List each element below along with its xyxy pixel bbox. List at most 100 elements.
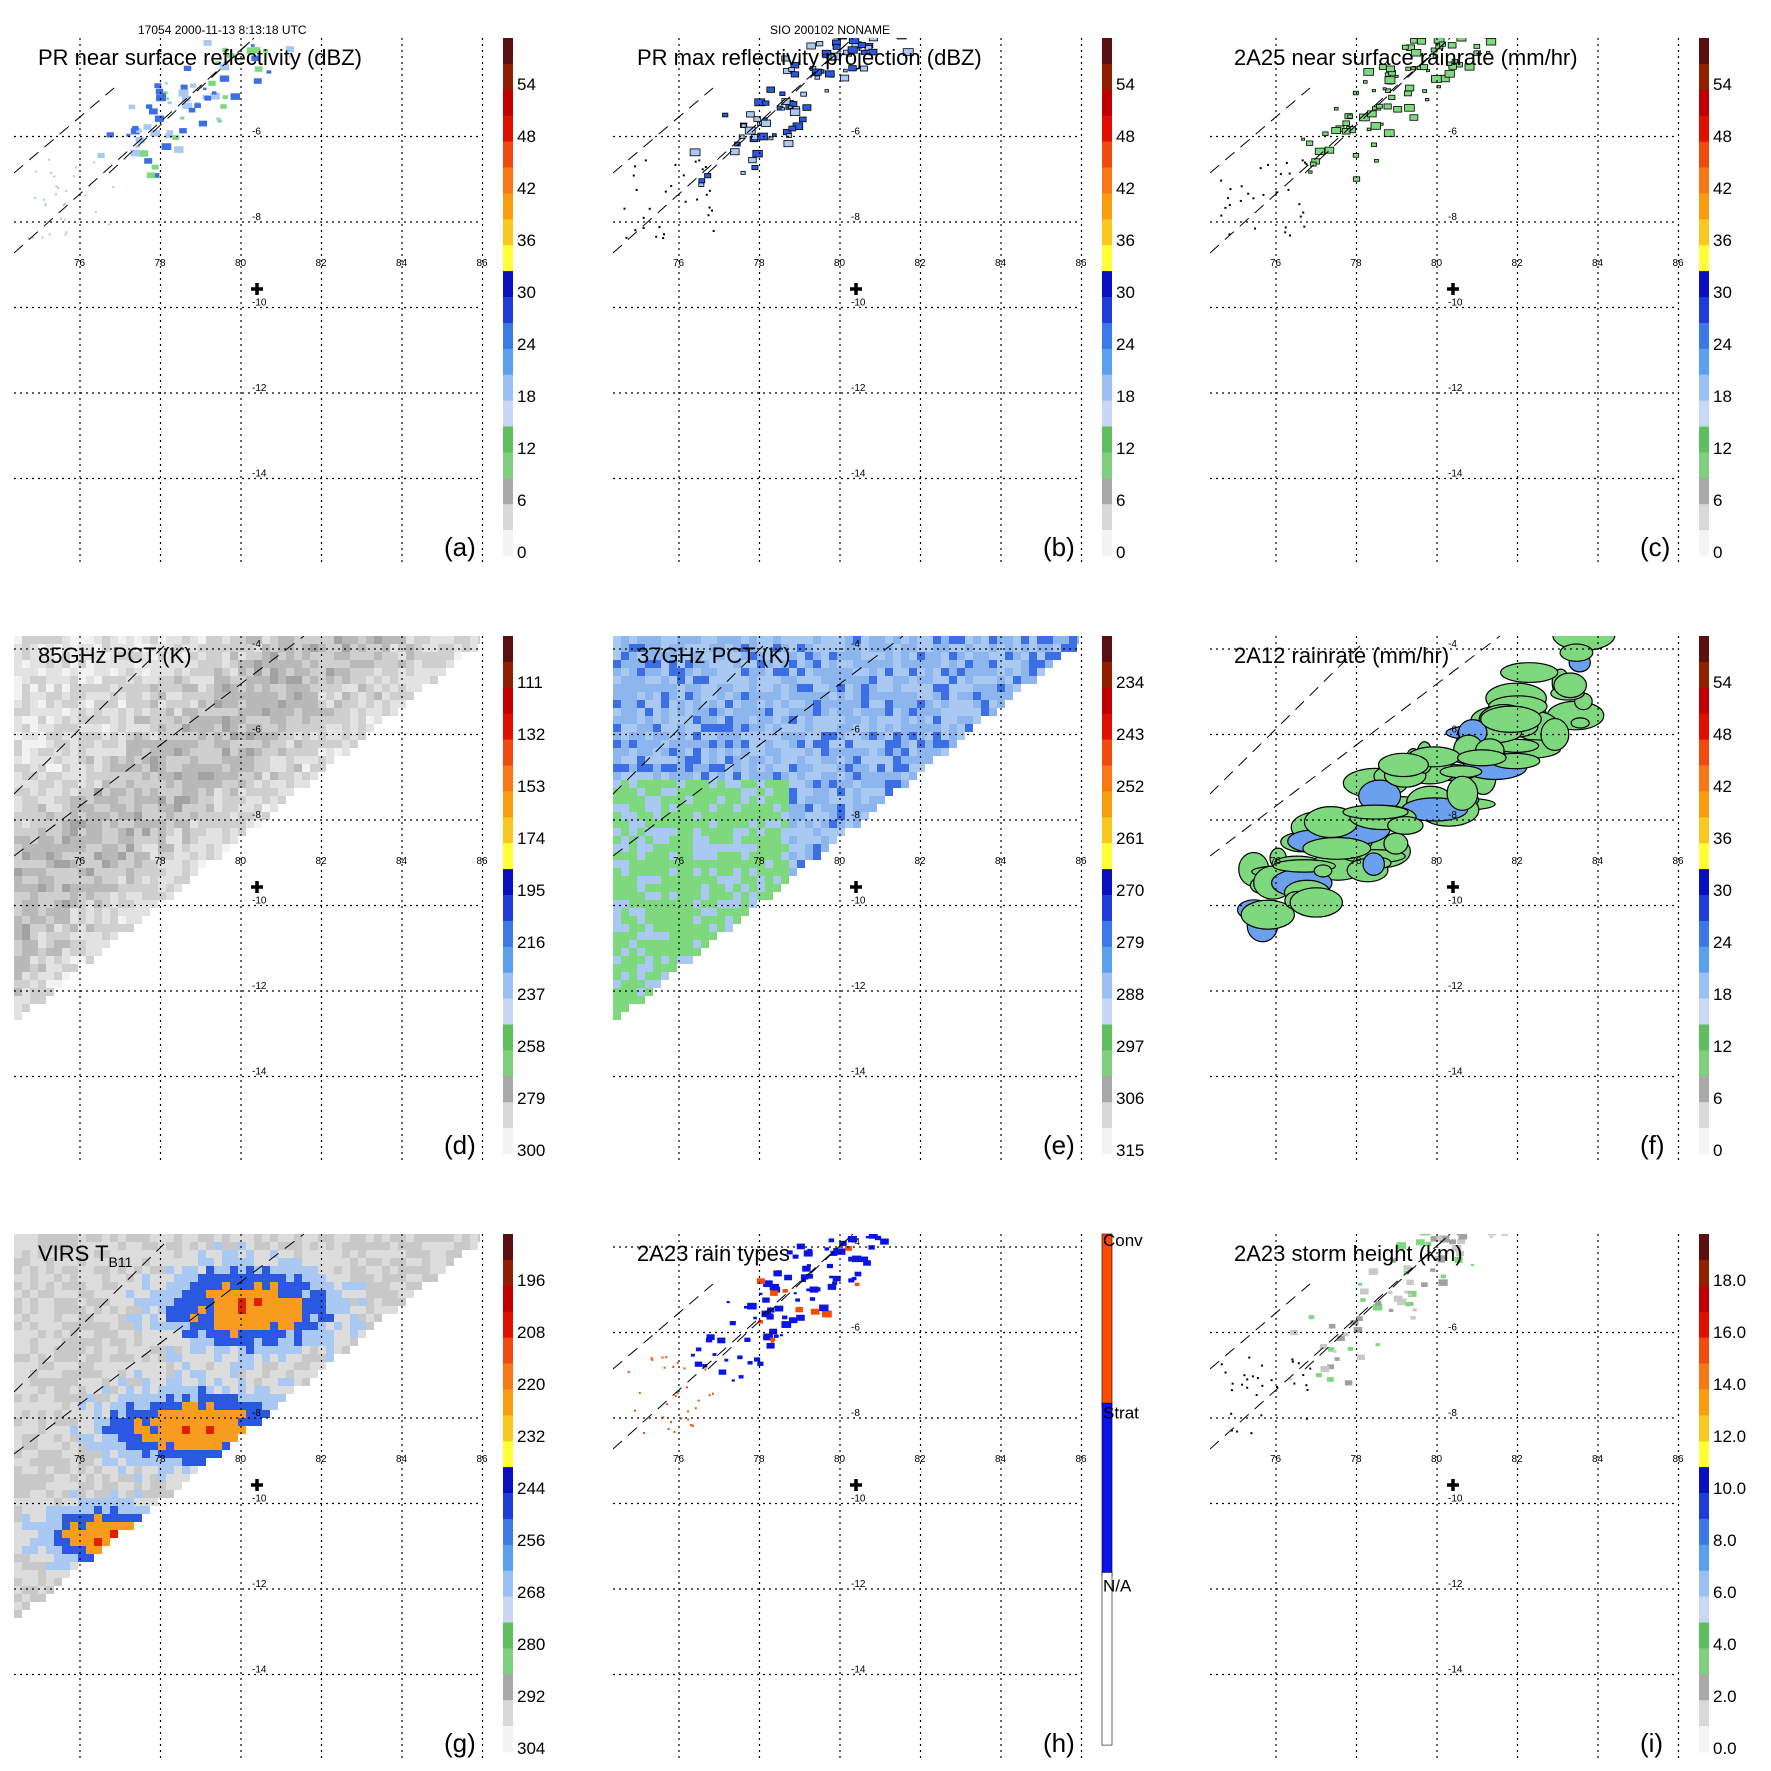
data-cell xyxy=(773,644,781,652)
data-cell xyxy=(1388,94,1396,101)
data-cell xyxy=(749,828,757,836)
data-cell xyxy=(704,173,712,179)
data-cell xyxy=(781,812,789,820)
data-cell xyxy=(901,740,909,748)
data-cell xyxy=(629,716,637,724)
data-cell xyxy=(86,1282,94,1290)
data-cell xyxy=(829,820,837,828)
data-cell xyxy=(797,788,805,796)
data-cell xyxy=(190,860,198,868)
data-cell xyxy=(22,1386,30,1394)
data-cell xyxy=(877,780,885,788)
data-cell xyxy=(414,644,422,652)
data-cell xyxy=(709,900,717,908)
data-cell xyxy=(717,748,725,756)
data-cell xyxy=(110,1242,118,1250)
data-cell xyxy=(142,1386,150,1394)
data-cell xyxy=(669,772,677,780)
data-cell xyxy=(246,1346,254,1354)
data-cell xyxy=(174,660,182,668)
data-cell xyxy=(1005,636,1013,644)
data-cell xyxy=(366,684,374,692)
data-cell xyxy=(214,716,222,724)
data-cell xyxy=(46,708,54,716)
data-cell xyxy=(941,700,949,708)
data-cell xyxy=(406,1274,414,1282)
colorbar-segment xyxy=(1102,713,1112,741)
data-cell xyxy=(821,708,829,716)
data-cell xyxy=(302,1242,310,1250)
data-cell xyxy=(198,1402,206,1410)
data-cell xyxy=(65,231,68,234)
data-cell xyxy=(151,164,159,170)
data-cell xyxy=(909,716,917,724)
data-cell xyxy=(629,956,637,964)
data-cell xyxy=(645,892,653,900)
data-cell xyxy=(342,676,350,684)
data-cell xyxy=(278,1378,286,1386)
data-cell xyxy=(965,636,973,644)
data-cell xyxy=(118,780,126,788)
data-cell xyxy=(86,1386,94,1394)
data-cell xyxy=(102,1298,110,1306)
data-cell xyxy=(1405,84,1415,92)
data-cell xyxy=(637,948,645,956)
data-cell xyxy=(78,1362,86,1370)
data-cell xyxy=(270,668,278,676)
data-cell xyxy=(989,684,997,692)
data-cell xyxy=(709,924,717,932)
data-cell xyxy=(629,796,637,804)
data-cell xyxy=(845,820,853,828)
data-cell xyxy=(262,764,270,772)
data-cell xyxy=(470,644,478,652)
data-cell xyxy=(677,836,685,844)
data-cell xyxy=(613,636,621,644)
data-cell xyxy=(310,1330,318,1338)
data-cell xyxy=(134,852,142,860)
data-cell xyxy=(214,852,222,860)
data-cell xyxy=(637,868,645,876)
data-cell xyxy=(118,1362,126,1370)
data-cell xyxy=(613,772,621,780)
data-cell xyxy=(222,1402,230,1410)
data-cell xyxy=(46,924,54,932)
data-cell xyxy=(198,796,206,804)
data-cell xyxy=(30,748,38,756)
data-cell xyxy=(893,724,901,732)
data-cell xyxy=(270,724,278,732)
data-cell xyxy=(310,1290,318,1298)
data-cell xyxy=(861,684,869,692)
data-cell xyxy=(78,1322,86,1330)
data-cell xyxy=(246,1250,254,1258)
data-cell xyxy=(1021,660,1029,668)
data-cell xyxy=(749,900,757,908)
data-cell xyxy=(270,1394,278,1402)
lat-label: -12 xyxy=(252,383,267,394)
data-cell xyxy=(22,916,30,924)
data-cell xyxy=(613,668,621,676)
data-cell xyxy=(869,804,877,812)
data-cell xyxy=(989,652,997,660)
data-cell xyxy=(110,844,118,852)
data-cell xyxy=(246,716,254,724)
data-cell xyxy=(326,668,334,676)
data-cell xyxy=(94,852,102,860)
data-cell xyxy=(765,892,773,900)
plot-area-f xyxy=(1210,636,1616,943)
data-cell xyxy=(142,780,150,788)
data-cell xyxy=(669,892,677,900)
data-cell xyxy=(661,764,669,772)
data-cell xyxy=(78,876,86,884)
data-cell xyxy=(164,82,168,85)
data-cell xyxy=(106,132,114,138)
data-cell xyxy=(1488,38,1495,39)
data-cell xyxy=(358,644,366,652)
data-cell xyxy=(30,804,38,812)
data-cell xyxy=(230,1410,238,1418)
data-cell xyxy=(302,1338,310,1346)
data-cell xyxy=(198,860,206,868)
data-cell xyxy=(166,692,174,700)
data-cell xyxy=(909,652,917,660)
data-cell xyxy=(621,636,629,644)
